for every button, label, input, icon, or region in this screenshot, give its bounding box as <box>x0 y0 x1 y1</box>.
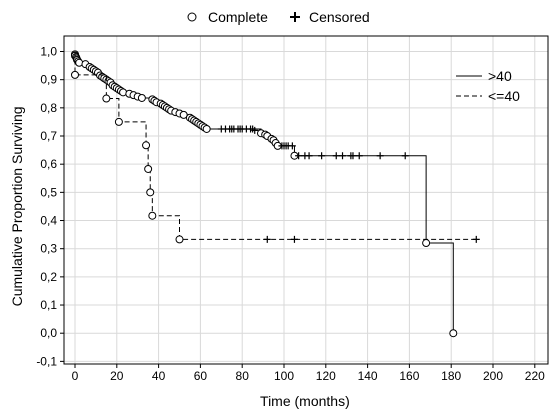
series-le40 <box>71 51 480 244</box>
censored-point <box>263 235 271 243</box>
legend-censored-label: Censored <box>309 9 370 25</box>
complete-point <box>137 93 146 102</box>
censored-point <box>251 126 259 134</box>
y-axis-ticks: -0,1 0,0 0,1 0,2 0,3 0,4 0,5 0,6 0,7 0,8 0,9 1,0 <box>36 45 64 368</box>
complete-point <box>175 235 184 244</box>
y-tick-label: 0,7 <box>40 129 57 143</box>
y-tick-label: 0,8 <box>40 101 57 115</box>
x-tick-label: 100 <box>274 369 294 383</box>
y-tick-label: 0,5 <box>40 185 57 199</box>
censored-point <box>401 152 409 160</box>
series-legend: >40 <=40 <box>456 68 520 104</box>
complete-point <box>71 70 79 79</box>
complete-point <box>102 94 111 103</box>
complete-point <box>422 239 431 248</box>
censored-point <box>332 152 340 160</box>
complete-point <box>146 188 155 197</box>
censored-point <box>339 152 347 160</box>
y-tick-label: 0,4 <box>40 214 57 228</box>
legend-series-le40-label: <=40 <box>488 88 520 104</box>
y-tick-label: 0,3 <box>40 242 57 256</box>
censored-point <box>349 152 357 160</box>
x-tick-label: 0 <box>72 369 79 383</box>
series-layer <box>71 50 480 338</box>
y-tick-label: 1,0 <box>40 45 57 59</box>
x-tick-label: 120 <box>316 369 336 383</box>
censored-point <box>318 152 326 160</box>
y-tick-label: -0,1 <box>36 354 57 368</box>
marker-legend: Complete Censored <box>187 9 370 25</box>
legend-series-gt40-label: >40 <box>488 68 512 84</box>
censored-point <box>376 152 384 160</box>
y-tick-label: 0,6 <box>40 157 57 171</box>
grid <box>64 36 548 364</box>
x-axis-label: Time (months) <box>260 393 350 409</box>
y-axis-label: Cumulative Proportion Surviving <box>9 106 25 306</box>
complete-point <box>144 164 153 173</box>
complete-point <box>142 141 151 150</box>
x-tick-label: 20 <box>110 369 124 383</box>
complete-point <box>202 124 211 133</box>
y-tick-label: 0,9 <box>40 73 57 87</box>
x-tick-label: 140 <box>358 369 378 383</box>
censored-marker-icon <box>290 12 300 22</box>
x-tick-label: 40 <box>152 369 166 383</box>
plot-frame <box>63 35 549 365</box>
y-tick-label: 0,1 <box>40 298 57 312</box>
x-tick-label: 160 <box>399 369 419 383</box>
complete-point <box>114 117 123 126</box>
censored-point <box>288 142 296 150</box>
x-tick-label: 200 <box>483 369 503 383</box>
y-tick-label: 0,0 <box>40 326 57 340</box>
x-tick-label: 60 <box>194 369 208 383</box>
censored-point <box>355 152 363 160</box>
censored-point <box>305 152 313 160</box>
x-tick-label: 80 <box>236 369 250 383</box>
censored-point <box>290 235 298 243</box>
complete-marker-icon <box>187 12 197 22</box>
censored-point <box>472 235 480 243</box>
x-tick-label: 180 <box>441 369 461 383</box>
complete-point <box>449 329 458 338</box>
complete-point <box>148 211 157 220</box>
x-tick-label: 220 <box>525 369 545 383</box>
series-gt40 <box>71 50 458 338</box>
x-axis-ticks: 0 20 40 60 80 100 120 140 160 180 200 220 <box>72 364 545 383</box>
y-tick-label: 0,2 <box>40 270 57 284</box>
censored-point <box>295 152 303 160</box>
legend-complete-label: Complete <box>208 9 268 25</box>
series-step-line <box>74 51 477 240</box>
